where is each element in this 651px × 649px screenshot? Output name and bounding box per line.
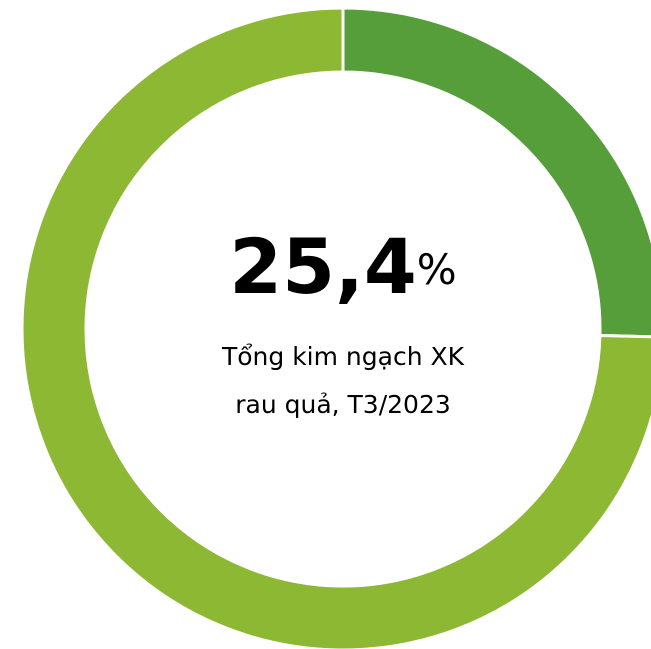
subtitle-line: rau quả, T3/2023: [235, 390, 451, 419]
donut-segment: [341, 6, 651, 339]
donut-segment: [20, 6, 651, 649]
center-value-label: 25,4%: [229, 222, 456, 311]
donut: [20, 6, 651, 649]
subtitle-line: Tổng kim ngạch XK: [221, 342, 465, 371]
